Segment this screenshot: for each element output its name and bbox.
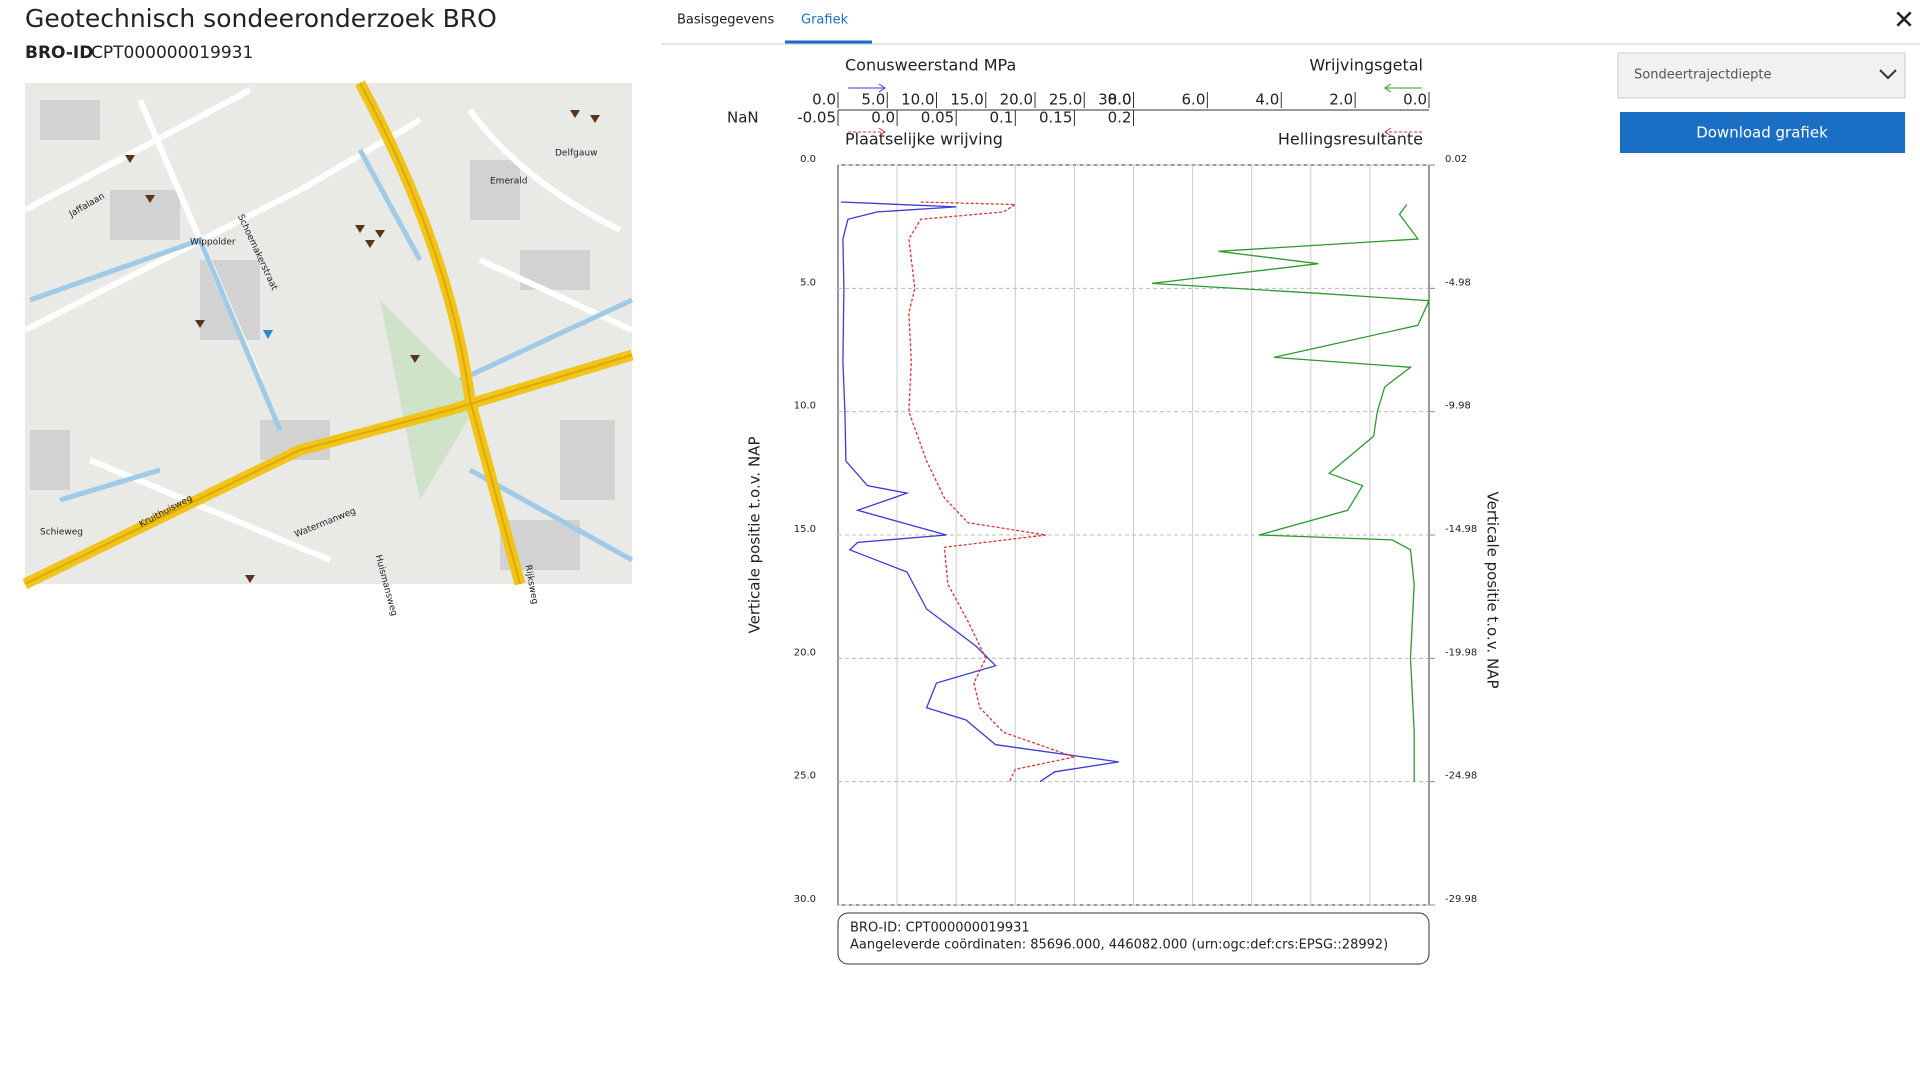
dropdown-arrow xyxy=(1879,69,1897,80)
dropdown-text: Sondeertrajectdiepte xyxy=(1634,68,1772,83)
x-tick-label: 8.0 xyxy=(1108,91,1132,109)
y-tick-label: 5.0 xyxy=(800,277,816,288)
buildings xyxy=(30,100,615,570)
x-tick-label: 4.0 xyxy=(1255,91,1279,109)
map-bg xyxy=(25,83,632,584)
y-tick-label: 20.0 xyxy=(794,647,816,658)
map-label: Emerald xyxy=(490,177,527,187)
y2-tick-label: -24.98 xyxy=(1445,771,1477,782)
x-tick-label: 0.15 xyxy=(1039,109,1072,127)
y-tick-label: 30.0 xyxy=(794,894,816,905)
axis-title: Plaatselijke wrijving xyxy=(845,130,1003,149)
map-label: Wippolder xyxy=(190,238,236,248)
info-box xyxy=(837,912,1430,965)
download-button[interactable] xyxy=(1620,112,1905,153)
tab[interactable]: Basisgegevens xyxy=(677,13,774,28)
y2-tick-label: -4.98 xyxy=(1445,277,1471,288)
x-tick-label: 30.0 xyxy=(1098,91,1131,109)
y2-tick-label: -19.98 xyxy=(1445,647,1477,658)
axis-title: Hellingsresultante xyxy=(1278,130,1423,149)
y2-tick-label: -14.98 xyxy=(1445,524,1477,535)
dropdown[interactable] xyxy=(1617,52,1906,99)
x-tick-label: 0.2 xyxy=(1108,109,1132,127)
y-tick-label: 25.0 xyxy=(794,771,816,782)
map-label: Delfgauw xyxy=(555,149,597,159)
page-title: Geotechnisch sondeeronderzoek BRO xyxy=(25,4,497,33)
x-tick-label: 0.0 xyxy=(812,91,836,109)
x-tick-label: 0.1 xyxy=(989,109,1013,127)
x-tick-label: 2.0 xyxy=(1329,91,1353,109)
x-tick-label: 6.0 xyxy=(1182,91,1206,109)
x-tick-label: 10.0 xyxy=(901,91,934,109)
x-tick-label: 0.05 xyxy=(921,109,954,127)
y2-axis-title: Verticale positie t.o.v. NAP xyxy=(1484,492,1502,689)
tab-active[interactable]: Grafiek xyxy=(801,13,849,28)
map[interactable] xyxy=(22,80,634,589)
x-tick-label: 20.0 xyxy=(1000,91,1033,109)
download-button-text: Download grafiek xyxy=(1696,124,1828,142)
x-tick-label: -0.05 xyxy=(797,109,836,127)
x-tick-label: 25.0 xyxy=(1049,91,1082,109)
nan-label: NaN xyxy=(727,109,759,127)
close-button[interactable]: ✕ xyxy=(1893,6,1915,36)
selected-marker xyxy=(263,330,273,339)
x-tick-label: 15.0 xyxy=(950,91,983,109)
profile-line xyxy=(908,201,1077,782)
id-value: CPT000000019931 xyxy=(91,43,253,63)
legend-arrowhead xyxy=(1384,83,1392,93)
park xyxy=(380,300,480,500)
id-label: BRO-ID xyxy=(25,43,93,63)
legend-arrowhead xyxy=(878,83,886,93)
x-tick-label: 5.0 xyxy=(861,91,885,109)
highway-edge xyxy=(24,82,633,585)
y2-tick-label: -29.98 xyxy=(1445,894,1477,905)
y2-tick-label: 0.02 xyxy=(1445,154,1467,165)
x-tick-label: 0.0 xyxy=(1403,91,1427,109)
y-tick-label: 10.0 xyxy=(794,401,816,412)
x-tick-label: 0.0 xyxy=(871,109,895,127)
info-line: Aangeleverde coördinaten: 85696.000, 446… xyxy=(850,938,1388,953)
profile-line xyxy=(840,201,1119,783)
y-axis-title: Verticale positie t.o.v. NAP xyxy=(746,437,764,634)
legend-arrowhead xyxy=(878,127,886,137)
y2-tick-label: -9.98 xyxy=(1445,401,1471,412)
y-tick-label: 0.0 xyxy=(800,154,816,165)
map-label: Schieweg xyxy=(40,528,83,538)
profile-line xyxy=(1151,204,1430,782)
map-markers xyxy=(125,110,600,583)
axis-title: Conusweerstand MPa xyxy=(845,56,1016,75)
legend-arrowhead xyxy=(1384,127,1392,137)
axis-title: Wrijvingsgetal xyxy=(1309,56,1423,75)
y-tick-label: 15.0 xyxy=(794,524,816,535)
info-line: BRO-ID: CPT000000019931 xyxy=(850,921,1030,936)
